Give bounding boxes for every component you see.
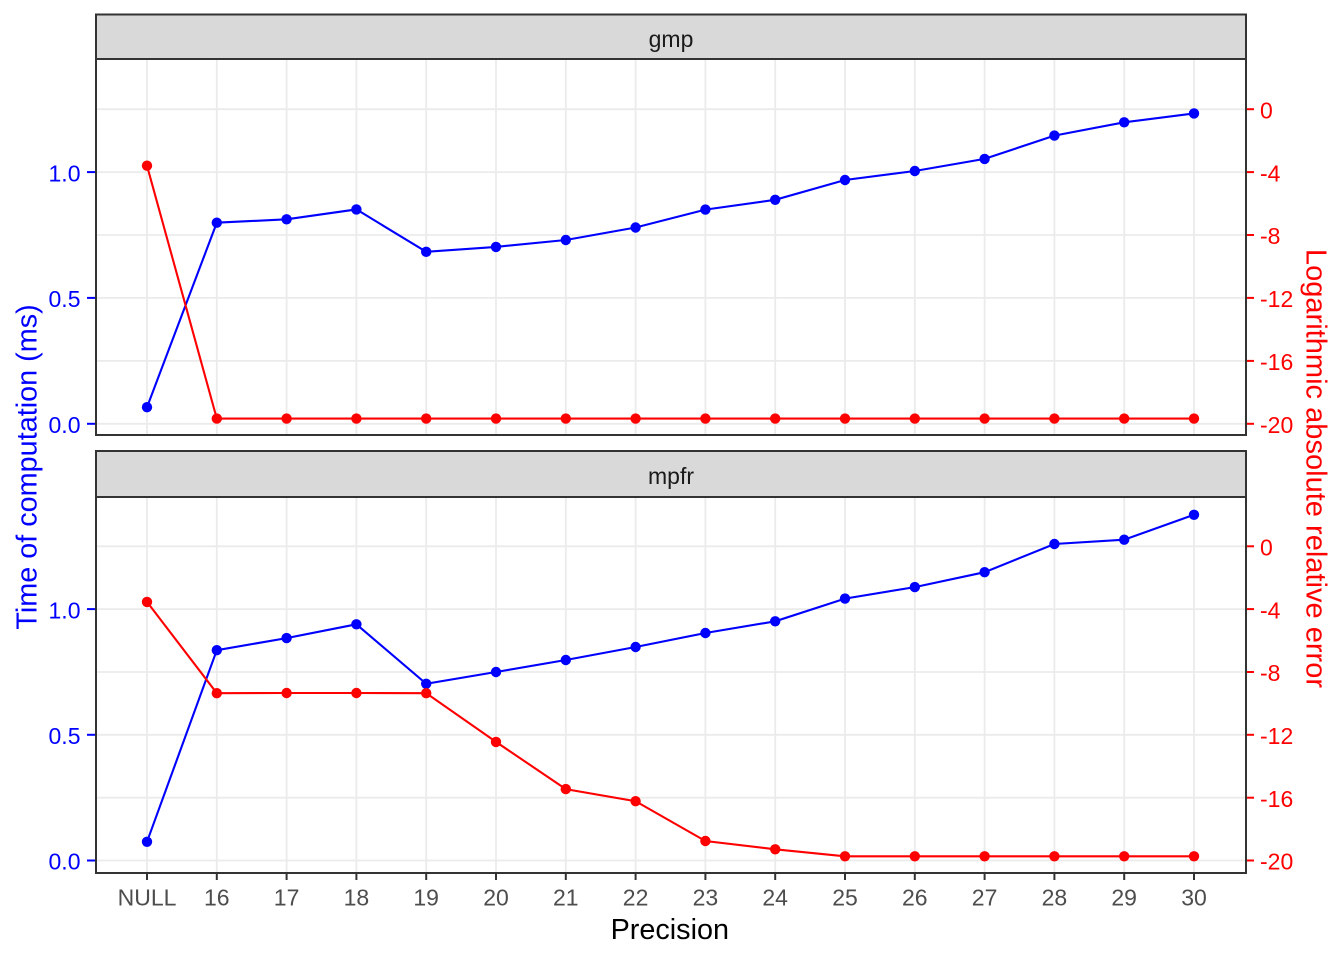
svg-text:Time of computation (ms): Time of computation (ms) xyxy=(12,304,44,629)
svg-text:NULL: NULL xyxy=(118,884,177,910)
svg-text:0: 0 xyxy=(1260,535,1273,561)
svg-text:16: 16 xyxy=(204,884,230,910)
svg-text:21: 21 xyxy=(553,884,579,910)
svg-text:0.0: 0.0 xyxy=(49,849,81,875)
svg-text:26: 26 xyxy=(902,884,928,910)
svg-text:Logarithmic absolute relative: Logarithmic absolute relative error xyxy=(1299,249,1331,688)
svg-text:17: 17 xyxy=(274,884,300,910)
svg-text:-16: -16 xyxy=(1260,349,1293,375)
svg-text:gmp: gmp xyxy=(649,26,694,52)
svg-text:-8: -8 xyxy=(1260,223,1280,249)
svg-text:-20: -20 xyxy=(1260,412,1293,438)
svg-text:-4: -4 xyxy=(1260,160,1281,186)
svg-text:1.0: 1.0 xyxy=(49,160,81,186)
svg-text:0.0: 0.0 xyxy=(49,412,81,438)
svg-text:18: 18 xyxy=(344,884,370,910)
svg-text:28: 28 xyxy=(1042,884,1068,910)
svg-text:0.5: 0.5 xyxy=(49,286,81,312)
svg-text:-20: -20 xyxy=(1260,849,1293,875)
svg-text:19: 19 xyxy=(413,884,439,910)
svg-text:22: 22 xyxy=(623,884,649,910)
svg-text:20: 20 xyxy=(483,884,509,910)
svg-text:-16: -16 xyxy=(1260,786,1293,812)
svg-text:-8: -8 xyxy=(1260,660,1280,686)
svg-text:0.5: 0.5 xyxy=(49,723,81,749)
svg-text:Precision: Precision xyxy=(611,914,729,946)
svg-text:0: 0 xyxy=(1260,97,1273,123)
svg-text:23: 23 xyxy=(693,884,719,910)
svg-text:30: 30 xyxy=(1181,884,1207,910)
svg-text:25: 25 xyxy=(832,884,858,910)
svg-text:mpfr: mpfr xyxy=(648,463,694,489)
svg-text:27: 27 xyxy=(972,884,998,910)
svg-text:1.0: 1.0 xyxy=(49,597,81,623)
svg-text:-12: -12 xyxy=(1260,286,1293,312)
svg-text:-12: -12 xyxy=(1260,723,1293,749)
svg-text:-4: -4 xyxy=(1260,597,1281,623)
svg-text:29: 29 xyxy=(1111,884,1137,910)
svg-text:24: 24 xyxy=(762,884,788,910)
